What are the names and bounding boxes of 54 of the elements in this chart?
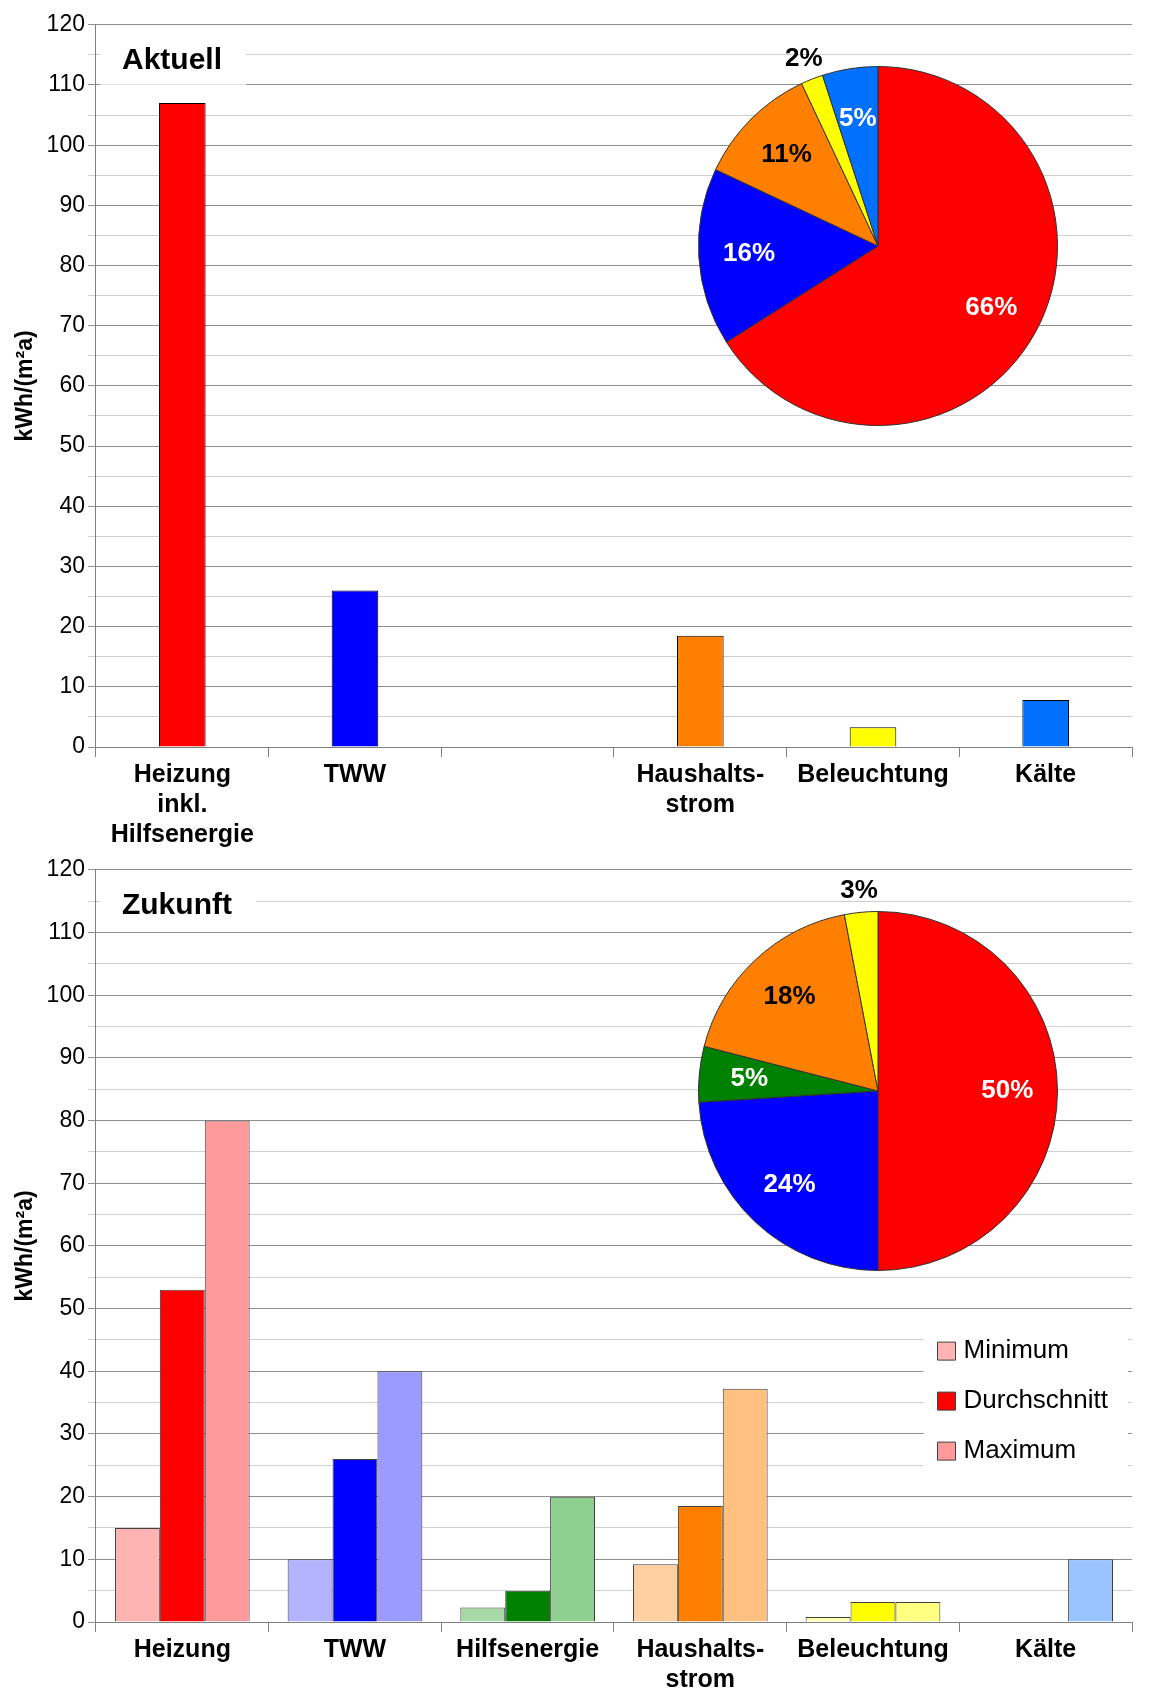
x-tick-label: TWW: [323, 1633, 387, 1662]
y-tick-label: 40: [59, 491, 85, 518]
y-tick-label: 50: [59, 1293, 85, 1320]
legend-label: Maximum: [963, 1434, 1077, 1465]
y-tick-label: 120: [46, 855, 85, 882]
data-label: 24%: [763, 1168, 816, 1199]
x-tick-label: Haushalts-strom: [636, 1633, 765, 1692]
x-tick-label: Kälte: [1015, 758, 1077, 787]
legend-label: Minimum: [963, 1334, 1069, 1365]
y-tick-label: 90: [59, 190, 85, 217]
y-tick-label: 50: [59, 431, 85, 458]
data-label: 11%: [761, 137, 812, 168]
y-tick-label: 60: [59, 1231, 85, 1258]
x-tick-label: Kälte: [1015, 1633, 1077, 1662]
y-tick-label: 10: [59, 672, 85, 699]
y-tick-label: 60: [59, 371, 85, 398]
data-label: 16%: [722, 237, 776, 268]
y-tick-label: 100: [46, 980, 85, 1007]
y-tick-label: 20: [59, 1481, 85, 1508]
x-tick-label: Beleuchtung: [797, 1633, 949, 1662]
y-tick-label: 20: [59, 611, 85, 638]
y-tick-label: 0: [72, 732, 85, 759]
y-tick-label: 80: [59, 250, 85, 277]
x-tick-label: Heizung: [133, 1633, 231, 1662]
y-tick-label: 100: [46, 130, 85, 157]
y-tick-label: 0: [72, 1607, 85, 1634]
y-axis-title: kWh/(m²a): [11, 330, 38, 442]
y-tick-label: 30: [59, 1419, 85, 1446]
y-tick-label: 30: [59, 551, 85, 578]
y-tick-label: 70: [59, 311, 85, 338]
y-tick-label: 110: [48, 70, 85, 97]
y-tick-label: 80: [59, 1105, 85, 1132]
y-tick-label: 40: [59, 1356, 85, 1383]
text: Zukunft: [121, 887, 232, 921]
data-label: 18%: [763, 979, 816, 1010]
data-label: 5%: [838, 101, 877, 132]
y-axis-title: kWh/(m²a): [11, 1190, 38, 1302]
x-tick-label: Haushalts-strom: [636, 758, 765, 817]
y-tick-label: 110: [48, 917, 85, 944]
legend-label: Durchschnitt: [963, 1384, 1109, 1415]
x-tick-label: TWW: [323, 758, 387, 787]
x-tick-label: Beleuchtung: [797, 758, 949, 787]
y-tick-label: 70: [59, 1168, 85, 1195]
y-tick-label: 10: [59, 1544, 85, 1571]
text: Aktuell: [121, 42, 223, 76]
x-tick-label: Hilfsenergie: [456, 1633, 600, 1662]
y-tick-label: 90: [59, 1043, 85, 1070]
data-label: 5%: [730, 1062, 769, 1093]
y-tick-label: 120: [46, 10, 85, 37]
data-label: 2%: [785, 41, 823, 72]
data-label: 50%: [981, 1074, 1034, 1105]
x-tick-label: Heizung inkl. Hilfsenergie: [110, 758, 254, 847]
data-label: 66%: [965, 291, 1018, 322]
data-label: 3%: [840, 873, 878, 904]
